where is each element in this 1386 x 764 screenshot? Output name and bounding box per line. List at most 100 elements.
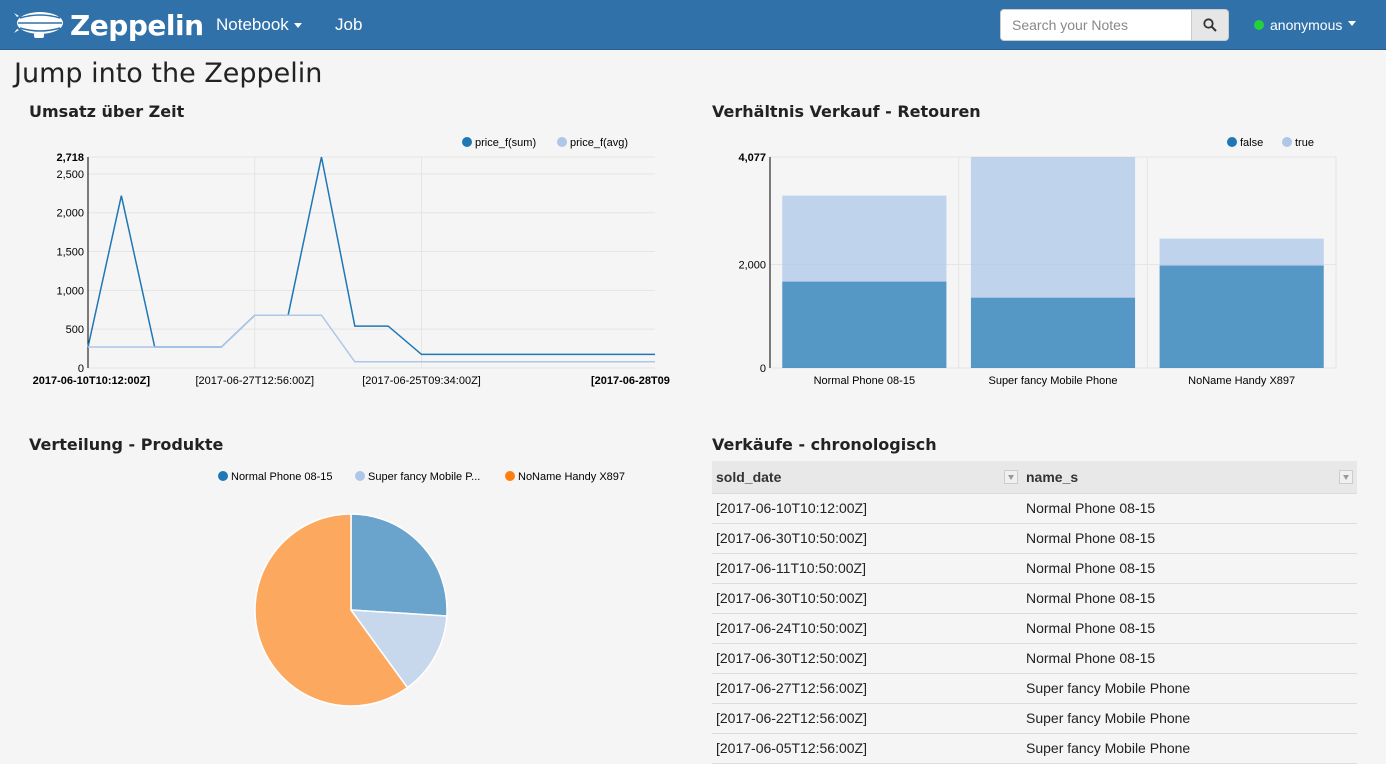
pie-slice <box>349 609 448 689</box>
triangle-down-icon <box>1008 474 1014 480</box>
bar-true <box>782 195 947 282</box>
paragraph-title-verhaeltnis: Verhältnis Verkauf - Retouren <box>712 102 981 121</box>
top-navbar: Zeppelin Notebook Job anonymous <box>0 0 1386 50</box>
cell-name: Normal Phone 08-15 <box>1022 613 1357 644</box>
legend-dot <box>218 471 228 481</box>
stacked-bar-chart: 4,077 2,000 0 Normal Phone 08-15 Super fancy… <box>738 137 1337 387</box>
line-chart: 2,718 2,500 2,000 1,500 1,000 500 02017-06-10T… <box>33 137 670 387</box>
bar-false <box>1159 265 1324 368</box>
column-header-label: name_s <box>1026 468 1079 485</box>
chevron-down-icon <box>1348 20 1357 26</box>
user-name: anonymous <box>1270 17 1343 33</box>
y-tick-label: 0 <box>78 363 84 375</box>
x-tick-label: [2017-06-25T09:34:00Z] <box>362 375 481 387</box>
table-row: [2017-06-27T12:56:00Z] Super fancy Mobile… <box>712 673 1357 704</box>
cell-name: Super fancy Mobile Phone <box>1022 673 1357 704</box>
cell-sold-date: [2017-06-24T10:50:00Z] <box>712 613 1022 644</box>
paragraph-title-umsatz: Umsatz über Zeit <box>29 102 185 121</box>
paragraph-title-verkaeufe: Verkäufe - chronologisch <box>712 435 937 454</box>
brand-name: Zeppelin <box>70 8 204 42</box>
legend-label: price_f(sum) <box>475 137 536 149</box>
legend-label: price_f(avg) <box>570 137 628 149</box>
table-row: [2017-06-10T10:12:00Z] Normal Phone 08-15 <box>712 493 1357 524</box>
cell-name: Super fancy Mobile Phone <box>1022 703 1357 734</box>
legend-dot <box>1282 137 1292 147</box>
x-tick-label: Super fancy Mobile Phone <box>988 375 1117 387</box>
cell-name: Normal Phone 08-15 <box>1022 553 1357 584</box>
legend-dot <box>505 471 515 481</box>
legend-label: true <box>1295 137 1314 149</box>
series-line-avg <box>88 314 655 363</box>
x-tick-label: Normal Phone 08-15 <box>814 375 916 387</box>
cell-sold-date: [2017-06-30T12:50:00Z] <box>712 643 1022 674</box>
brand-link[interactable]: Zeppelin <box>14 6 204 44</box>
table-row: [2017-06-05T12:56:00Z] Super fancy Mobile… <box>712 733 1357 764</box>
search-button[interactable] <box>1191 9 1229 41</box>
page-title: Jump into the Zeppelin <box>14 58 323 89</box>
cell-sold-date: [2017-06-30T10:50:00Z] <box>712 523 1022 554</box>
chevron-down-icon <box>293 23 302 29</box>
cell-sold-date: [2017-06-30T10:50:00Z] <box>712 583 1022 614</box>
bar-true <box>1159 238 1324 266</box>
y-tick-label: 2,000 <box>738 259 766 271</box>
cell-name: Normal Phone 08-15 <box>1022 523 1357 554</box>
bar-true <box>970 157 1136 298</box>
table-header-row: sold_date name_s <box>712 461 1357 494</box>
x-tick-label: [2017-06-27T12:56:00Z] <box>195 375 314 387</box>
x-tick-label: NoName Handy X897 <box>1188 375 1295 387</box>
legend-dot <box>462 137 472 147</box>
table-row: [2017-06-24T10:50:00Z] Normal Phone 08-15 <box>712 613 1357 644</box>
y-tick-label: 4,077 <box>738 152 766 164</box>
search-input[interactable] <box>1000 9 1192 41</box>
column-header-label: sold_date <box>716 468 782 485</box>
y-tick-label: 2,500 <box>56 169 84 181</box>
pie-slice <box>350 513 448 617</box>
legend-dot <box>355 471 365 481</box>
cell-sold-date: [2017-06-11T10:50:00Z] <box>712 553 1022 584</box>
table-row: [2017-06-30T10:50:00Z] Normal Phone 08-15 <box>712 583 1357 614</box>
y-tick-label: 1,000 <box>56 285 84 297</box>
notebook-menu[interactable]: Notebook <box>216 0 302 50</box>
cell-sold-date: [2017-06-10T10:12:00Z] <box>712 493 1022 524</box>
legend-dot <box>1227 137 1237 147</box>
legend-label: Super fancy Mobile P... <box>368 471 480 483</box>
y-tick-label: 2,000 <box>56 208 84 220</box>
column-menu-button[interactable] <box>1004 470 1018 484</box>
x-tick-label: 2017-06-10T10:12:00Z] <box>33 375 151 387</box>
series-line-sum <box>87 156 655 356</box>
sales-table: sold_date name_s [2017-06-10T10:12:00Z] N… <box>712 461 1357 764</box>
y-tick-label: 1,500 <box>56 247 84 259</box>
cell-name: Normal Phone 08-15 <box>1022 643 1357 674</box>
zeppelin-logo-icon <box>14 12 63 38</box>
search-form <box>1000 9 1229 41</box>
job-link-label: Job <box>335 15 363 34</box>
legend-label: Normal Phone 08-15 <box>231 471 333 483</box>
y-tick-label: 500 <box>66 324 84 336</box>
legend-label: NoName Handy X897 <box>518 471 625 483</box>
y-tick-label: 0 <box>760 363 766 375</box>
legend-dot <box>557 137 567 147</box>
column-header-name[interactable]: name_s <box>1022 461 1357 494</box>
table-row: [2017-06-11T10:50:00Z] Normal Phone 08-15 <box>712 553 1357 584</box>
user-menu[interactable]: anonymous <box>1254 0 1357 50</box>
legend-label: false <box>1240 137 1263 149</box>
cell-sold-date: [2017-06-05T12:56:00Z] <box>712 733 1022 764</box>
cell-name: Normal Phone 08-15 <box>1022 493 1357 524</box>
search-icon <box>1203 18 1217 32</box>
table-row: [2017-06-22T12:56:00Z] Super fancy Mobile… <box>712 703 1357 734</box>
cell-sold-date: [2017-06-27T12:56:00Z] <box>712 673 1022 704</box>
pie-slice <box>254 513 409 707</box>
bar-false <box>782 281 947 368</box>
y-tick-label: 2,718 <box>56 152 84 164</box>
table-row: [2017-06-30T10:50:00Z] Normal Phone 08-15 <box>712 523 1357 554</box>
column-menu-button[interactable] <box>1339 470 1353 484</box>
x-tick-label: [2017-06-28T09 <box>591 375 670 387</box>
table-row: [2017-06-30T12:50:00Z] Normal Phone 08-15 <box>712 643 1357 674</box>
job-link[interactable]: Job <box>335 0 362 50</box>
column-header-sold-date[interactable]: sold_date <box>712 461 1022 494</box>
online-status-icon <box>1254 20 1264 31</box>
cell-name: Normal Phone 08-15 <box>1022 583 1357 614</box>
cell-name: Super fancy Mobile Phone <box>1022 733 1357 764</box>
pie-chart: Normal Phone 08-15 Super fancy Mobile P..… <box>218 471 625 707</box>
notebook-menu-label: Notebook <box>216 15 289 34</box>
